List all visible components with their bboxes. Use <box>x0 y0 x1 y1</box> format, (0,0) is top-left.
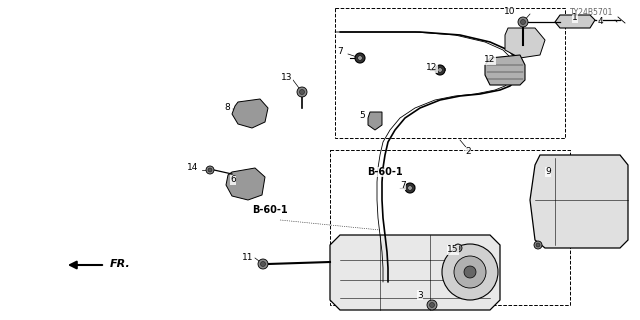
Text: 4: 4 <box>597 18 603 27</box>
Text: B-60-1: B-60-1 <box>252 205 288 215</box>
Text: 10: 10 <box>504 7 516 17</box>
Circle shape <box>454 244 462 252</box>
Text: 12: 12 <box>484 55 496 65</box>
Circle shape <box>429 302 435 308</box>
Text: FR.: FR. <box>110 259 131 269</box>
Polygon shape <box>555 15 595 28</box>
Text: 6: 6 <box>230 175 236 185</box>
Circle shape <box>438 68 442 72</box>
Circle shape <box>456 246 460 250</box>
Circle shape <box>408 186 412 190</box>
Circle shape <box>405 183 415 193</box>
Circle shape <box>260 261 266 267</box>
Circle shape <box>435 65 445 75</box>
Text: TY24B5701: TY24B5701 <box>570 8 613 17</box>
Circle shape <box>534 241 542 249</box>
Text: 7: 7 <box>400 180 406 189</box>
FancyArrowPatch shape <box>70 262 102 268</box>
Text: 9: 9 <box>545 167 551 177</box>
Text: B-60-1: B-60-1 <box>367 167 403 177</box>
Text: 5: 5 <box>359 110 365 119</box>
Polygon shape <box>232 99 268 128</box>
Polygon shape <box>330 235 500 310</box>
Text: 3: 3 <box>417 291 423 300</box>
Circle shape <box>536 243 540 247</box>
Text: 13: 13 <box>281 74 292 83</box>
Circle shape <box>300 90 305 94</box>
Polygon shape <box>226 168 265 200</box>
Text: 14: 14 <box>188 164 198 172</box>
Circle shape <box>442 244 498 300</box>
Circle shape <box>358 56 362 60</box>
Circle shape <box>258 259 268 269</box>
Text: 11: 11 <box>243 253 253 262</box>
Text: 1: 1 <box>572 13 578 22</box>
Text: 2: 2 <box>465 148 471 156</box>
Circle shape <box>355 53 365 63</box>
Circle shape <box>297 87 307 97</box>
Circle shape <box>208 168 212 172</box>
Polygon shape <box>485 55 525 85</box>
Text: 12: 12 <box>426 63 438 73</box>
Text: 8: 8 <box>224 102 230 111</box>
Text: 7: 7 <box>337 47 343 57</box>
Polygon shape <box>368 112 382 130</box>
Bar <box>335 8 565 138</box>
Circle shape <box>464 266 476 278</box>
Polygon shape <box>530 155 628 248</box>
Circle shape <box>454 256 486 288</box>
Circle shape <box>518 17 528 27</box>
Polygon shape <box>505 28 545 58</box>
Bar <box>330 150 570 305</box>
Circle shape <box>206 166 214 174</box>
Circle shape <box>427 300 437 310</box>
Circle shape <box>520 20 525 25</box>
Text: 15: 15 <box>447 245 459 254</box>
